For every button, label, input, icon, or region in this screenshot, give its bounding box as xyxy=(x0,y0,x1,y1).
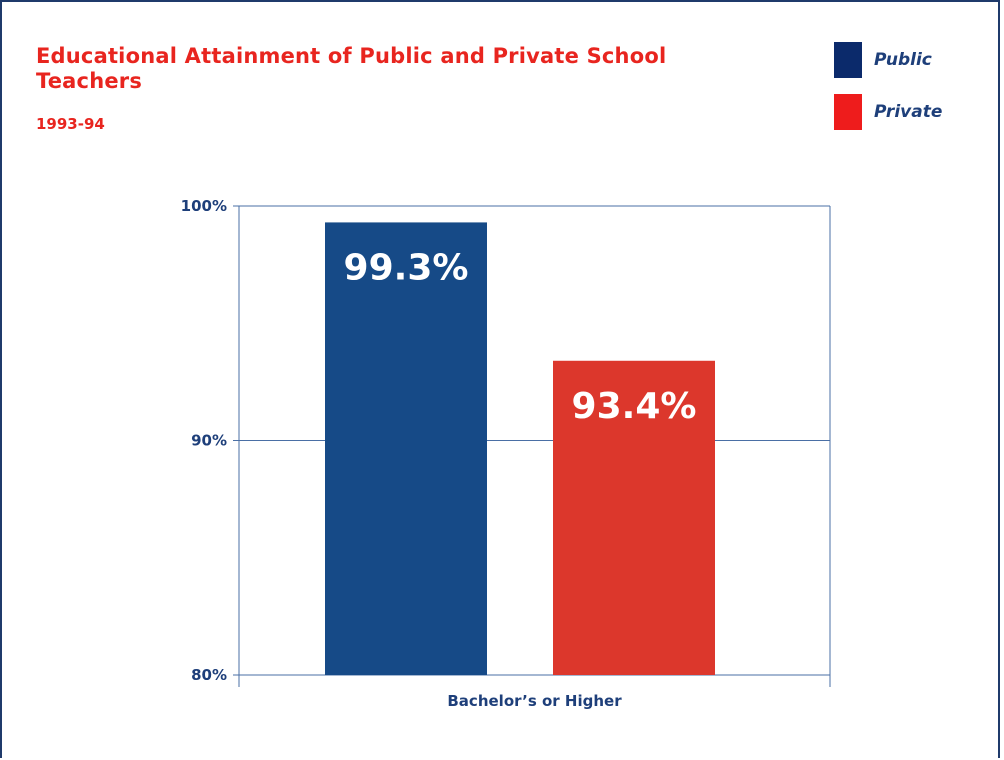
chart-subtitle: 1993-94 xyxy=(36,115,105,133)
x-category-label: Bachelor’s or Higher xyxy=(447,692,622,710)
y-tick-label: 90% xyxy=(191,432,227,450)
bar-public xyxy=(325,222,487,676)
legend-swatch-private xyxy=(834,94,862,130)
bar-private xyxy=(553,360,715,675)
y-tick-label: 100% xyxy=(181,197,227,215)
legend-label-private: Private xyxy=(874,102,943,122)
y-tick-label: 80% xyxy=(191,666,227,684)
legend-label-public: Public xyxy=(874,50,932,70)
bar-value-label: 93.4% xyxy=(572,386,697,427)
bar-value-label: 99.3% xyxy=(344,247,469,288)
legend-swatch-public xyxy=(834,42,862,78)
chart-title: Educational Attainment of Public and Pri… xyxy=(36,44,667,93)
